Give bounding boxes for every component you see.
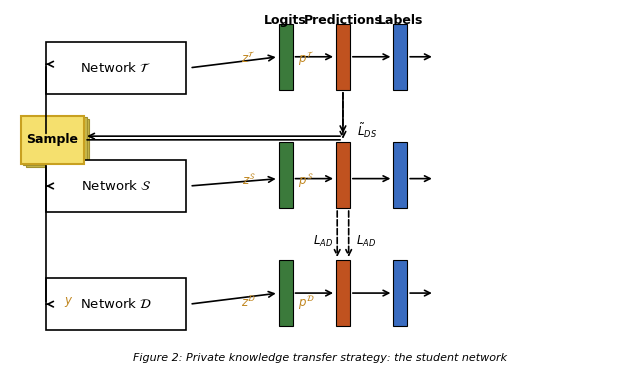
Text: Predictions: Predictions: [303, 14, 382, 27]
Text: Network $\mathcal{D}$: Network $\mathcal{D}$: [80, 297, 152, 311]
Text: $\tilde{L}_{DS}$: $\tilde{L}_{DS}$: [356, 121, 376, 140]
Bar: [394, 260, 407, 326]
Bar: [278, 260, 292, 326]
Bar: [23, 117, 87, 165]
Bar: [278, 142, 292, 208]
Text: Figure 2: Private knowledge transfer strategy: the student network: Figure 2: Private knowledge transfer str…: [133, 353, 507, 363]
Text: $z^\mathcal{D}$: $z^\mathcal{D}$: [241, 296, 256, 310]
Text: $L_{AD}$: $L_{AD}$: [356, 234, 376, 249]
Bar: [394, 23, 407, 90]
Bar: [336, 23, 350, 90]
Text: $p^\mathcal{T}$: $p^\mathcal{T}$: [298, 49, 314, 68]
Bar: [336, 260, 350, 326]
Bar: [336, 142, 350, 208]
Text: $p^\mathcal{S}$: $p^\mathcal{S}$: [298, 173, 314, 190]
Text: $p^\mathcal{D}$: $p^\mathcal{D}$: [298, 294, 314, 312]
Bar: [46, 42, 186, 94]
Bar: [26, 119, 90, 167]
Text: $L_{AD}$: $L_{AD}$: [313, 234, 333, 249]
Text: Sample: Sample: [26, 133, 78, 146]
Text: Labels: Labels: [378, 14, 423, 27]
Bar: [46, 160, 186, 212]
Text: Logits: Logits: [264, 14, 307, 27]
Bar: [20, 116, 84, 164]
Text: $z^\mathcal{S}$: $z^\mathcal{S}$: [241, 174, 256, 189]
Text: Network $\mathcal{T}$: Network $\mathcal{T}$: [81, 61, 152, 75]
Text: Network $\mathcal{S}$: Network $\mathcal{S}$: [81, 179, 151, 193]
Bar: [278, 23, 292, 90]
Text: $z^\mathcal{T}$: $z^\mathcal{T}$: [241, 51, 256, 66]
Text: $y$: $y$: [63, 295, 73, 309]
Bar: [46, 278, 186, 330]
Bar: [394, 142, 407, 208]
